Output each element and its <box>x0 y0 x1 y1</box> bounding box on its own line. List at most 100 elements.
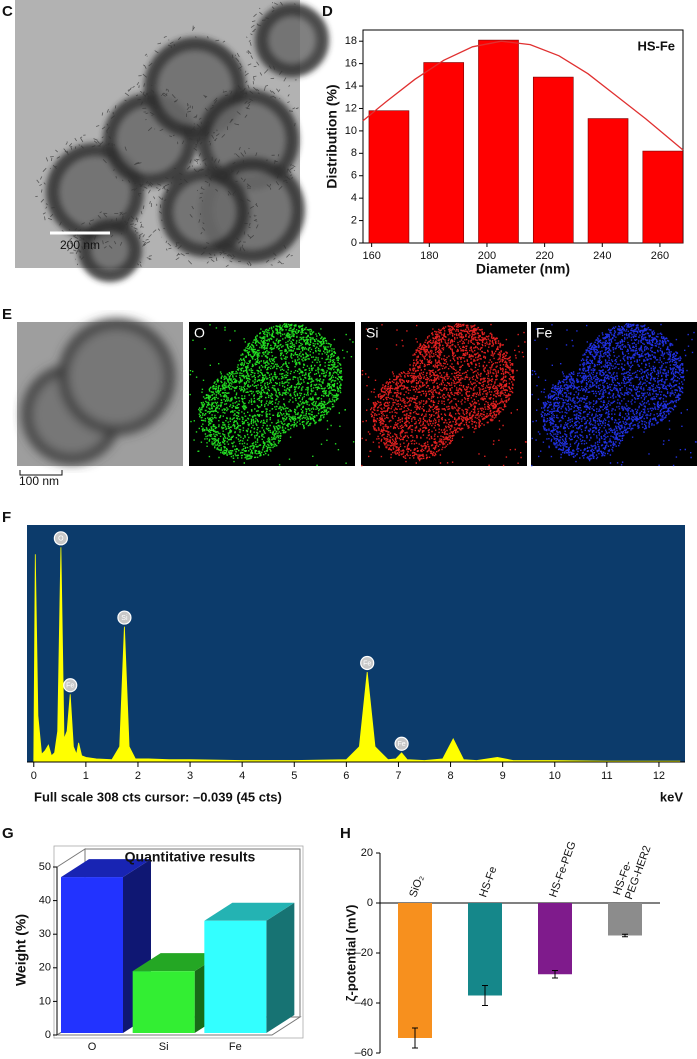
error-bar <box>622 933 628 938</box>
x-tick-label: 11 <box>601 770 612 782</box>
x-tick-label: HS-Fe-PEG-HER2 <box>611 840 653 901</box>
x-tick-label: 4 <box>239 770 245 782</box>
plot-background <box>27 525 685 762</box>
particle <box>78 218 142 282</box>
error-bar <box>412 1027 418 1049</box>
map-dots <box>361 323 527 467</box>
y-tick-label: 0 <box>351 237 357 249</box>
x-tick-label: 200 <box>478 250 496 262</box>
haadf-particles <box>21 318 175 464</box>
particle <box>160 167 250 257</box>
x-tick-label: O <box>88 1041 97 1053</box>
plot-frame <box>362 29 684 244</box>
x-tick-label: 160 <box>362 250 380 262</box>
x-tick-label: 2 <box>135 770 141 782</box>
y-tick-label: 12 <box>345 102 357 114</box>
bar <box>478 39 519 244</box>
y-tick-label: 2 <box>351 214 357 226</box>
annotation: HS-Fe <box>637 38 675 53</box>
x-tick-label: Fe <box>229 1041 242 1053</box>
y-axis-label: Weight (%) <box>13 914 29 986</box>
fit-curve <box>362 40 684 151</box>
bar-front <box>61 877 123 1033</box>
bar-top <box>204 902 295 921</box>
x-tick-label: 1 <box>83 770 89 782</box>
y-tick-label: 50 <box>39 861 51 873</box>
footer: Full scale 308 cts cursor: –0.039 (45 ct… <box>34 789 282 804</box>
x-tick-label: SiO₂ <box>407 874 426 899</box>
bar <box>423 62 465 244</box>
bar-top <box>132 953 223 972</box>
x-tick-label: 9 <box>500 770 506 782</box>
y-tick-label: 16 <box>345 58 357 70</box>
x-tick-label: 8 <box>447 770 453 782</box>
panel-label: H <box>340 825 351 842</box>
x-tick-label: 240 <box>593 250 611 262</box>
x-tick-label: 12 <box>653 770 665 782</box>
chart-title: Quantitative results <box>125 849 256 865</box>
error-bar <box>482 985 488 1006</box>
spectrum <box>33 547 681 763</box>
bar <box>468 903 502 996</box>
peak-marker <box>360 655 375 671</box>
y-tick-label: –40 <box>355 997 373 1009</box>
panel-label: F <box>2 509 11 526</box>
peak-label: Fe <box>66 683 74 690</box>
x-tick-label: 0 <box>31 770 37 782</box>
y-tick-label: 0 <box>367 897 373 909</box>
error-bar <box>552 970 558 979</box>
x-tick-label: 7 <box>395 770 401 782</box>
peak-label: O <box>58 536 64 543</box>
x-tick-label: HS-Fe-PEG <box>547 840 578 899</box>
map-dots <box>531 323 697 467</box>
scale-bar-label: 200 nm <box>60 238 100 252</box>
scale-bar <box>19 470 63 476</box>
peak-label: Fe <box>363 660 371 667</box>
bar-front <box>204 920 267 1033</box>
panel-label: D <box>322 3 333 20</box>
panel-label: G <box>2 825 14 842</box>
x-tick-label: 260 <box>651 250 669 262</box>
bar <box>538 903 572 975</box>
x-tick-label: 6 <box>343 770 349 782</box>
peak-label: Si <box>121 615 128 622</box>
frame-outline <box>53 845 304 1039</box>
x-axis-label: Diameter (nm) <box>476 261 570 277</box>
panel-label: E <box>2 306 12 323</box>
y-tick-label: 20 <box>361 847 373 859</box>
peak-marker <box>53 531 68 546</box>
particle <box>255 3 329 77</box>
map-label: O <box>194 325 205 341</box>
y-tick-label: 4 <box>351 192 357 204</box>
y-tick-label: 10 <box>345 125 357 137</box>
tem-particles <box>46 3 329 282</box>
x-tick-label: 220 <box>535 250 553 262</box>
x-tick-label: 180 <box>420 250 438 262</box>
peak-marker <box>117 610 132 625</box>
bar <box>642 150 684 244</box>
peak-marker <box>63 678 78 693</box>
tem-texture <box>35 1 299 268</box>
bar <box>532 76 574 244</box>
bar-front <box>132 971 195 1033</box>
x-tick-label: 5 <box>291 770 297 782</box>
particle <box>58 318 175 435</box>
y-tick-label: 6 <box>351 170 357 182</box>
bar <box>587 118 629 244</box>
bar <box>608 903 642 936</box>
scale-bar-label: 100 nm <box>19 474 59 488</box>
y-axis-label: Distribution (%) <box>324 84 340 188</box>
map-label: Fe <box>536 325 553 341</box>
bar-side <box>266 902 295 1033</box>
x-tick-label: 10 <box>549 770 561 782</box>
y-tick-label: 0 <box>45 1029 51 1041</box>
y-tick-label: –20 <box>355 947 373 959</box>
y-tick-label: 14 <box>345 80 357 92</box>
x-tick-label: 3 <box>187 770 193 782</box>
bar-top <box>61 859 151 878</box>
y-tick-label: 30 <box>39 928 51 940</box>
y-tick-label: 18 <box>345 35 357 47</box>
y-tick-label: 8 <box>351 147 357 159</box>
x-axis-label: keV <box>660 789 683 804</box>
